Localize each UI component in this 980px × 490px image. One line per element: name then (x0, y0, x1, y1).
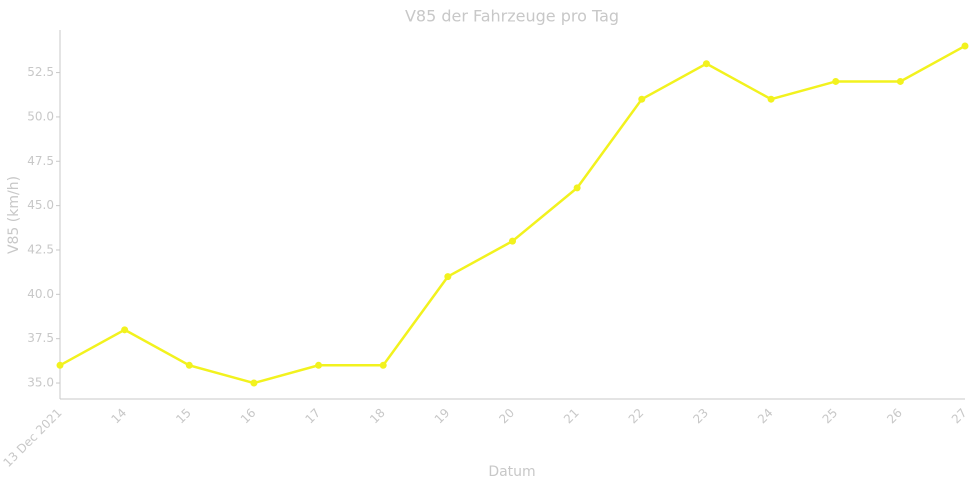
line (59, 44, 966, 385)
y-tick-label: 52.5 (27, 65, 54, 79)
y-tick-label: 42.5 (27, 242, 54, 256)
y-tick-label: 50.0 (27, 109, 54, 123)
point (702, 60, 710, 68)
x-tick-label: 19 (432, 406, 453, 427)
x-tick-label: 27 (949, 406, 970, 427)
y-axis-label: V85 (km/h) (6, 176, 22, 254)
y-tick-label: 45.0 (27, 198, 54, 212)
x-tick-label: 21 (561, 406, 582, 427)
point (509, 237, 516, 245)
x-tick-label: 22 (626, 406, 647, 427)
y-tick-label: 37.5 (27, 331, 54, 345)
x-tick-label: 14 (109, 406, 130, 427)
x-tick-label: 17 (302, 406, 323, 427)
x-tick-label: 15 (173, 406, 194, 427)
x-tick-label: 16 (238, 406, 259, 427)
x-tick-label: 13 Dec 2021 (0, 406, 64, 470)
x-tick-label: 20 (496, 406, 517, 427)
point (832, 77, 840, 85)
y-tick-label: 35.0 (27, 376, 54, 390)
point (638, 95, 646, 103)
point (896, 77, 904, 85)
point (250, 379, 258, 387)
x-tick-label: 23 (690, 406, 711, 427)
point (573, 184, 581, 192)
point (56, 361, 64, 369)
x-axis-label: Datum (488, 464, 535, 480)
chart-title: V85 der Fahrzeuge pro Tag (405, 7, 619, 26)
x-tick-label: 26 (884, 406, 905, 427)
point (444, 273, 452, 281)
x-tick-label: 25 (820, 406, 841, 427)
point (121, 326, 129, 334)
x-tick-label: 24 (755, 406, 776, 427)
y-tick-label: 40.0 (27, 287, 54, 301)
point (315, 361, 323, 369)
point (767, 95, 775, 103)
point (379, 361, 387, 369)
point (185, 361, 193, 369)
x-tick-label: 18 (367, 406, 388, 427)
y-tick-label: 47.5 (27, 154, 54, 168)
point (961, 42, 969, 50)
